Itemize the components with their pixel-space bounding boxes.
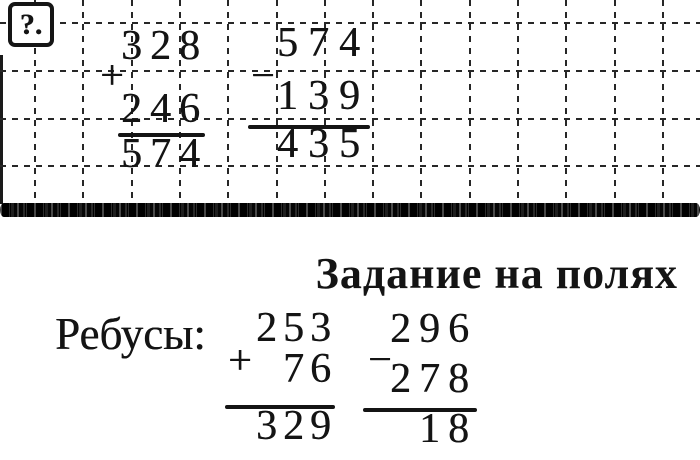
grid-line-vertical xyxy=(179,0,181,204)
grid-line-vertical xyxy=(372,0,374,204)
grid-line-vertical xyxy=(227,0,229,204)
torn-edge-divider xyxy=(0,203,700,217)
operand-bottom: 139 xyxy=(277,73,370,119)
grid-line-vertical xyxy=(662,0,664,204)
sum-rule xyxy=(363,408,477,412)
result: 435 xyxy=(277,121,370,167)
grid-line-horizontal xyxy=(0,22,700,24)
grid-line-vertical xyxy=(517,0,519,204)
grid-line-vertical xyxy=(34,0,36,204)
question-box: ?. xyxy=(8,2,54,47)
question-box-label: ?. xyxy=(19,7,43,41)
sum-rule xyxy=(225,405,335,409)
column-problem-addition-1: 328 + 246 574 xyxy=(98,25,208,197)
operand-top: 296 xyxy=(390,306,477,352)
sum-rule xyxy=(118,133,205,137)
operand-bottom: 278 xyxy=(390,356,477,402)
result: 18 xyxy=(419,406,477,452)
grid-line-vertical xyxy=(131,0,133,204)
column-problem-subtraction-1: 574 − 139 435 xyxy=(246,22,370,194)
grid-line-vertical xyxy=(614,0,616,204)
column-problem-addition-2: 253 + 76 329 xyxy=(225,307,337,460)
grid-line-vertical xyxy=(324,0,326,204)
grid-paper xyxy=(0,0,700,204)
page-edge-line xyxy=(0,55,3,204)
operand-top: 574 xyxy=(277,20,370,66)
plus-operator-icon: + xyxy=(228,338,258,384)
plus-operator-icon: + xyxy=(100,53,132,99)
grid-line-vertical xyxy=(565,0,567,204)
operand-bottom: 246 xyxy=(121,86,208,132)
grid-line-vertical xyxy=(469,0,471,204)
rebus-label: Ребусы: xyxy=(55,309,206,359)
operand-top: 253 xyxy=(256,305,337,351)
margin-section-heading: Задание на полях xyxy=(315,249,678,298)
result: 329 xyxy=(256,403,337,449)
grid-line-horizontal xyxy=(0,118,700,120)
grid-line-vertical xyxy=(420,0,422,204)
result: 574 xyxy=(121,131,208,177)
minus-operator-icon: − xyxy=(251,53,285,99)
grid-line-vertical xyxy=(82,0,84,204)
grid-line-horizontal xyxy=(0,70,700,72)
column-problem-subtraction-2: 296 − 278 18 xyxy=(363,308,477,460)
sum-rule xyxy=(248,125,370,129)
grid-line-vertical xyxy=(276,0,278,204)
operand-top: 328 xyxy=(121,23,208,69)
operand-bottom: 76 xyxy=(283,346,337,392)
grid-line-horizontal xyxy=(0,165,700,167)
minus-operator-icon: − xyxy=(368,337,400,383)
